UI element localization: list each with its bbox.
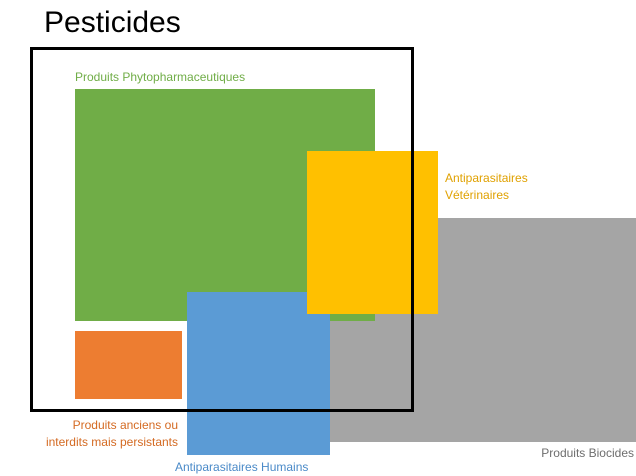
anciens-label-line2: interdits mais persistants xyxy=(45,434,178,449)
antiparasitaires-veterinaires-label: Antiparasitaires Vétérinaires xyxy=(445,170,528,204)
veterinaires-label-line2: Vétérinaires xyxy=(445,187,510,202)
biocides-label: Produits Biocides xyxy=(541,446,634,460)
veterinaires-label-line1: Antiparasitaires xyxy=(445,171,528,185)
anciens-persistants-label: Produits anciens ou interdits mais persi… xyxy=(0,417,178,451)
diagram-title: Pesticides xyxy=(44,6,181,39)
antiparasitaires-humains-label: Antiparasitaires Humains xyxy=(175,460,309,474)
pesticides-boundary xyxy=(30,47,414,412)
anciens-label-line1: Produits anciens ou xyxy=(72,418,178,432)
anciens-persistants-region xyxy=(75,331,182,399)
antiparasitaires-veterinaires-region xyxy=(307,151,438,314)
phytopharmaceutiques-label: Produits Phytopharmaceutiques xyxy=(75,70,246,84)
antiparasitaires-humains-region xyxy=(187,292,330,455)
